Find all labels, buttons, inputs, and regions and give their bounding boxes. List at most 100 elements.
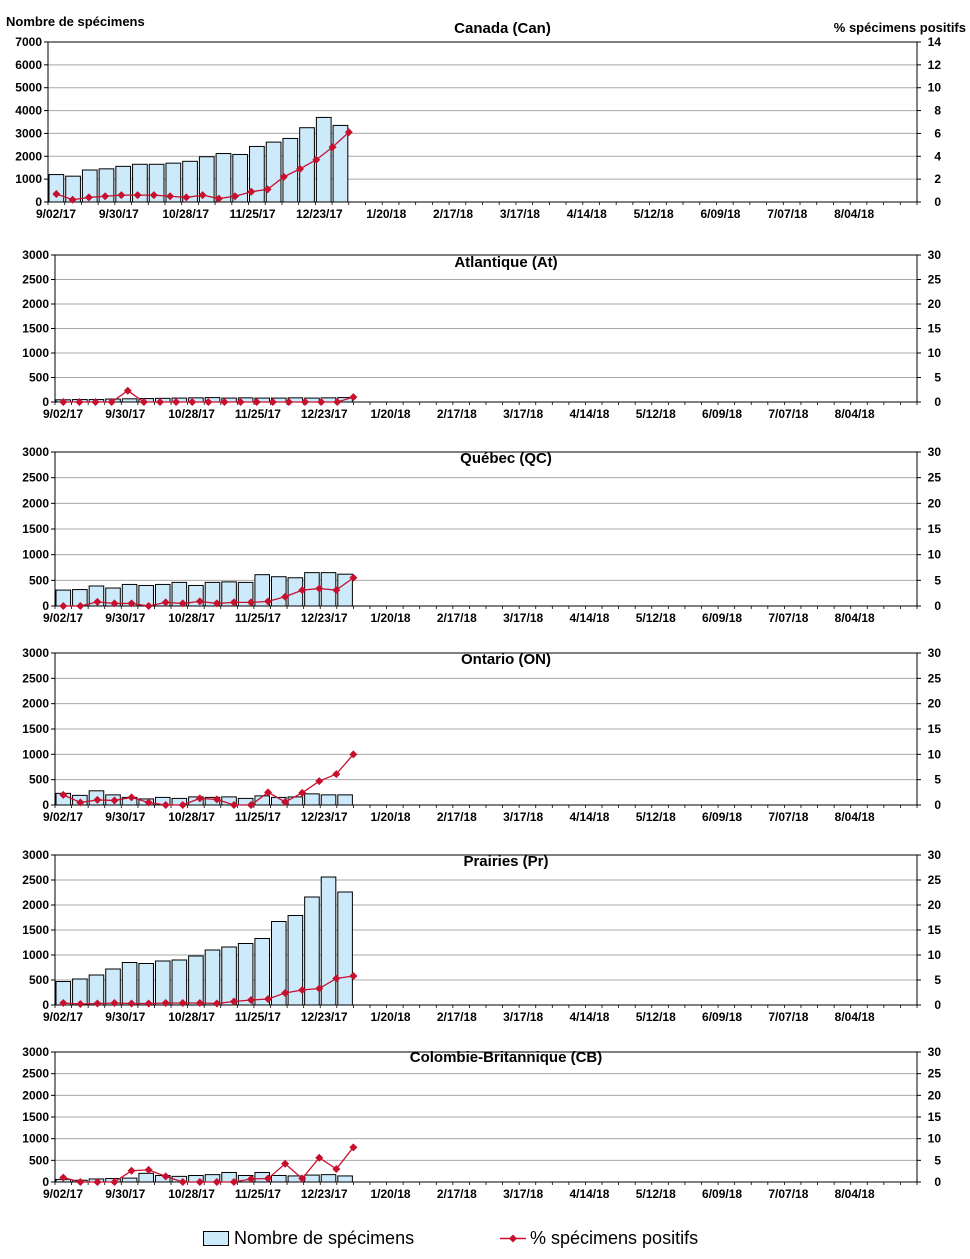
- y-tick-label: 1000: [22, 548, 49, 562]
- x-tick-label: 6/09/18: [700, 207, 740, 221]
- y-tick-label: 3000: [22, 646, 49, 660]
- bar: [171, 959, 188, 1006]
- chart-title: Atlantique (At): [454, 254, 557, 271]
- y2-tick-label: 5: [934, 371, 941, 385]
- y2-tick-label: 15: [928, 322, 942, 336]
- positive-pct-point: [166, 192, 175, 201]
- x-tick-label: 9/30/17: [105, 611, 145, 625]
- bar: [304, 896, 320, 1006]
- positive-pct-point: [59, 1173, 68, 1182]
- y-tick-label: 7000: [15, 35, 42, 49]
- y2-tick-label: 30: [928, 445, 942, 459]
- x-tick-label: 12/23/17: [296, 207, 343, 221]
- x-tick-label: 8/04/18: [835, 1010, 875, 1024]
- positive-pct-point: [195, 999, 204, 1007]
- x-tick-label: 2/17/18: [437, 1010, 477, 1024]
- positive-pct-point: [281, 797, 290, 806]
- positive-pct-point: [117, 191, 126, 200]
- bar: [237, 581, 254, 607]
- positive-pct-point: [212, 999, 221, 1008]
- positive-pct-point: [195, 597, 204, 606]
- y2-tick-label: 0: [934, 1175, 941, 1189]
- positive-pct-point: [123, 386, 132, 395]
- positive-pct-point: [161, 801, 170, 809]
- positive-pct-point: [229, 1178, 238, 1186]
- positive-pct-point: [127, 999, 136, 1008]
- x-tick-label: 11/25/17: [235, 810, 281, 824]
- positive-pct-point: [328, 143, 337, 152]
- y-tick-label: 3000: [22, 248, 49, 262]
- bar: [204, 581, 221, 607]
- bar: [271, 921, 287, 1006]
- y-axis-label: Nombre de spécimens: [6, 14, 145, 29]
- positive-pct-point: [332, 1165, 341, 1173]
- y-tick-label: 2000: [22, 1088, 49, 1102]
- x-tick-label: 10/28/17: [168, 611, 215, 625]
- bar: [337, 891, 353, 1006]
- bar: [320, 1174, 337, 1183]
- positive-pct-point: [349, 750, 358, 759]
- positive-pct-point: [229, 997, 238, 1006]
- positive-pct-point: [229, 598, 238, 607]
- x-tick-label: 5/12/18: [634, 207, 674, 221]
- positive-pct-point: [144, 798, 153, 807]
- positive-pct-point: [264, 1174, 273, 1183]
- positive-pct-point: [107, 398, 116, 406]
- bar: [204, 796, 221, 806]
- bar: [337, 794, 353, 806]
- positive-pct-point: [195, 794, 204, 803]
- bar: [105, 587, 121, 607]
- x-tick-label: 9/30/17: [105, 407, 145, 421]
- positive-pct-point: [110, 1178, 119, 1186]
- x-tick-label: 12/23/17: [301, 1010, 348, 1024]
- x-tick-label: 6/09/18: [702, 407, 742, 421]
- positive-pct-point: [296, 164, 305, 173]
- x-tick-label: 4/14/18: [569, 611, 609, 625]
- x-tick-label: 9/30/17: [105, 1010, 145, 1024]
- positive-pct-point: [284, 398, 293, 406]
- y2-axis-label: % spécimens positifs: [834, 20, 966, 35]
- y2-tick-label: 0: [934, 195, 941, 209]
- x-tick-label: 5/12/18: [636, 611, 676, 625]
- positive-pct-point: [298, 586, 307, 595]
- positive-pct-point: [247, 187, 256, 196]
- y-tick-label: 1000: [22, 948, 49, 962]
- positive-pct-point: [93, 1178, 102, 1186]
- chart-title: Canada (Can): [454, 20, 551, 37]
- y-tick-label: 5000: [15, 81, 42, 95]
- y-tick-label: 500: [29, 973, 49, 987]
- bar: [215, 153, 232, 203]
- y-tick-label: 0: [42, 395, 49, 409]
- positive-pct-point: [76, 798, 85, 807]
- positive-pct-point: [220, 398, 229, 406]
- bar: [121, 1177, 138, 1183]
- positive-pct-point: [178, 999, 187, 1007]
- y-tick-label: 2500: [22, 471, 49, 485]
- chart-panel: 0 500 1000 1500 2000 2500 3000 0 5 10 15 20 25 30 9/02…: [22, 646, 941, 824]
- y2-tick-label: 15: [928, 722, 942, 736]
- x-tick-label: 11/25/17: [235, 611, 281, 625]
- bar: [121, 962, 138, 1006]
- x-tick-label: 3/17/18: [503, 611, 543, 625]
- y-tick-label: 2500: [22, 273, 49, 287]
- bar: [271, 1175, 287, 1183]
- positive-pct-point: [133, 191, 142, 200]
- positive-pct-point: [93, 795, 102, 804]
- positive-pct-point: [172, 398, 181, 406]
- x-tick-label: 11/25/17: [235, 1010, 281, 1024]
- chart-title: Colombie-Britannique (CB): [410, 1049, 603, 1066]
- positive-pct-point: [315, 777, 324, 786]
- bar: [105, 968, 121, 1006]
- x-tick-label: 2/17/18: [437, 407, 477, 421]
- y2-tick-label: 0: [934, 599, 941, 613]
- positive-pct-point: [161, 999, 170, 1007]
- bar: [320, 794, 337, 806]
- positive-pct-point: [332, 770, 341, 779]
- y-tick-label: 0: [42, 798, 49, 812]
- y2-tick-label: 15: [928, 1110, 942, 1124]
- y2-tick-label: 10: [928, 81, 942, 95]
- positive-pct-point: [91, 398, 100, 406]
- x-tick-label: 10/28/17: [162, 207, 209, 221]
- x-tick-label: 6/09/18: [702, 1010, 742, 1024]
